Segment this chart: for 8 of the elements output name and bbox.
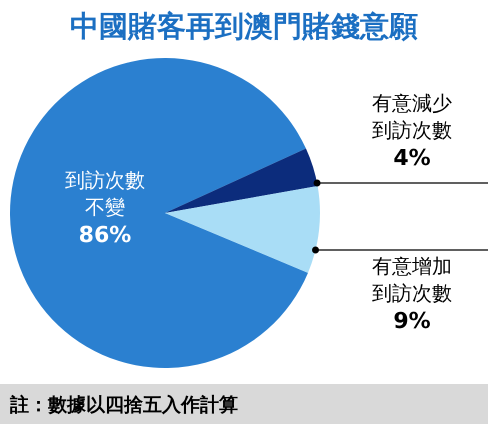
slice-label: 到訪次數不變 bbox=[65, 168, 145, 219]
data-label: 9% bbox=[393, 309, 431, 334]
chart-title: 中國賭客再到澳門賭錢意願 bbox=[70, 9, 418, 43]
text: 註：數據以四捨五入作計算 bbox=[9, 394, 238, 416]
slice-label: 有意增加到訪次數 bbox=[372, 254, 452, 305]
data-label: 4% bbox=[393, 146, 431, 171]
slice-label: 有意減少到訪次數 bbox=[372, 91, 452, 142]
data-label: 86% bbox=[78, 223, 132, 248]
